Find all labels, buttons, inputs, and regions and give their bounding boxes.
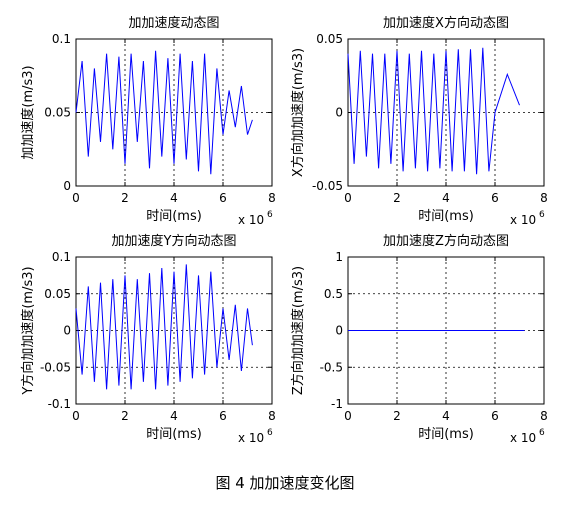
x-tick-label: 8 <box>540 409 548 423</box>
x-tick-label: 2 <box>121 409 129 423</box>
y-axis-label: X方向加加速度(m/s3) <box>290 48 306 177</box>
x-tick-label: 2 <box>393 409 401 423</box>
x-tick-label: 0 <box>344 409 352 423</box>
x-exponent-label: x 10 <box>510 213 536 227</box>
x-tick-label: 2 <box>393 191 401 205</box>
x-tick-label: 4 <box>170 191 178 205</box>
y-tick-label: 0.05 <box>44 106 71 120</box>
chart-title: 加加速度动态图 <box>128 15 219 31</box>
x-tick-label: 2 <box>121 191 129 205</box>
y-tick-label: 0 <box>63 324 71 338</box>
x-tick-label: 6 <box>491 409 499 423</box>
x-exponent-power: 6 <box>267 210 273 220</box>
y-tick-label: -1 <box>331 397 343 411</box>
x-tick-label: 0 <box>344 191 352 205</box>
y-tick-label: 0.05 <box>316 32 343 46</box>
y-tick-label: 0.1 <box>52 250 71 264</box>
y-tick-label: 0 <box>335 324 343 338</box>
chart-2: 0 2 4 6 8-0.0500.05加加速度X方向动态图时间(ms)X方向加加速度(m… <box>290 15 548 227</box>
x-tick-label: 0 <box>72 191 80 205</box>
x-axis-label: 时间(ms) <box>418 427 474 442</box>
y-tick-label: -0.05 <box>312 179 343 193</box>
y-tick-label: 1 <box>335 250 343 264</box>
x-tick-label: 4 <box>442 409 450 423</box>
y-tick-label: -0.5 <box>320 360 343 374</box>
x-exponent-power: 6 <box>539 210 545 220</box>
x-tick-label: 6 <box>219 409 227 423</box>
y-tick-label: 0 <box>63 179 71 193</box>
y-tick-label: 0.1 <box>52 32 71 46</box>
x-tick-label: 4 <box>170 409 178 423</box>
x-axis-label: 时间(ms) <box>146 427 202 442</box>
y-tick-label: 0.05 <box>44 287 71 301</box>
chart-title: 加加速度Y方向动态图 <box>112 233 237 249</box>
x-tick-label: 8 <box>268 409 276 423</box>
x-tick-label: 8 <box>540 191 548 205</box>
chart-title: 加加速度X方向动态图 <box>383 15 509 31</box>
x-exponent-power: 6 <box>267 428 273 438</box>
x-axis-label: 时间(ms) <box>146 209 202 224</box>
x-exponent-label: x 10 <box>238 213 264 227</box>
y-tick-label: -0.05 <box>40 360 71 374</box>
x-tick-label: 6 <box>491 191 499 205</box>
chart-title: 加加速度Z方向动态图 <box>383 233 509 249</box>
y-tick-label: -0.1 <box>48 397 71 411</box>
x-exponent-label: x 10 <box>238 431 264 445</box>
x-exponent-label: x 10 <box>510 431 536 445</box>
series-line <box>75 50 253 175</box>
x-tick-label: 0 <box>72 409 80 423</box>
x-tick-label: 6 <box>219 191 227 205</box>
x-tick-label: 8 <box>268 191 276 205</box>
x-tick-label: 4 <box>442 191 450 205</box>
y-axis-label: Z方向加加速度(m/s3) <box>290 266 306 395</box>
x-exponent-power: 6 <box>539 428 545 438</box>
y-tick-label: 0 <box>335 106 343 120</box>
y-tick-label: 0.5 <box>324 287 343 301</box>
series-line <box>347 47 520 175</box>
y-axis-label: 加加速度(m/s3) <box>20 65 36 159</box>
y-axis-label: Y方向加加速度(m/s3) <box>20 266 36 395</box>
x-axis-label: 时间(ms) <box>418 209 474 224</box>
figure-caption: 图 4 加加速度变化图 <box>215 474 355 492</box>
series-line <box>75 264 253 390</box>
